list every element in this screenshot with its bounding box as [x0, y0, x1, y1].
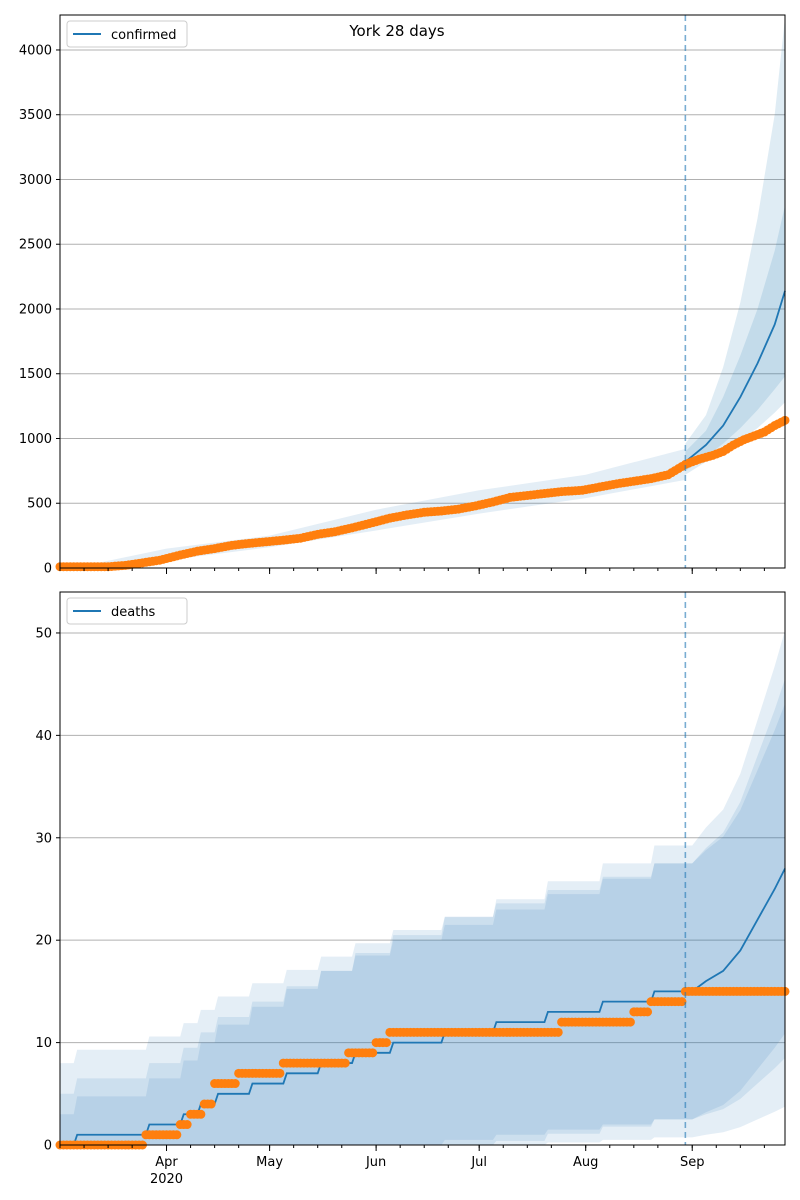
- y-tick-label: 50: [35, 626, 52, 641]
- y-tick-label: 0: [44, 562, 52, 577]
- y-tick-label: 3500: [19, 108, 52, 123]
- x-tick-label: Sep: [680, 1155, 705, 1170]
- confidence-band: [685, 205, 785, 471]
- x-tick-label: Jun: [365, 1155, 386, 1170]
- y-tick-label: 1500: [19, 367, 52, 382]
- observed-point: [206, 1099, 216, 1109]
- confidence-band: [60, 679, 785, 1145]
- observed-point: [381, 1038, 391, 1048]
- x-tick-label: Jul: [470, 1155, 487, 1170]
- deaths-panel: 0 10 20 30 40 50 Apr 2020 May Jun Jul Aug Sep deaths: [35, 591, 790, 1187]
- y-tick-label: 1000: [19, 432, 52, 447]
- observed-point: [182, 1120, 192, 1130]
- confidence-band: [60, 703, 785, 1145]
- x-tick-label: Apr: [155, 1155, 178, 1170]
- observed-point: [368, 1048, 378, 1058]
- y-tick-label: 2500: [19, 238, 52, 253]
- confidence-band: [60, 630, 785, 1145]
- y-tick-label: 10: [35, 1036, 52, 1051]
- confidence-band: [685, 17, 785, 475]
- y-tick-label: 0: [44, 1139, 52, 1154]
- y-tick-label: 40: [35, 729, 52, 744]
- observed-point: [196, 1109, 206, 1119]
- chart-title: York 28 days: [348, 22, 444, 40]
- confirmed-panel: York 28 days 0 500 1000 1500 2000 2500 3000 350…: [19, 14, 790, 577]
- y-tick-label: 500: [27, 497, 52, 512]
- x-tick-label: Aug: [573, 1155, 598, 1170]
- observed-point: [677, 997, 687, 1007]
- x-tick-label: May: [256, 1155, 283, 1170]
- axes-frame: [59, 591, 786, 1146]
- y-tick-label: 2000: [19, 302, 52, 317]
- y-tick-label: 3000: [19, 173, 52, 188]
- y-tick-label: 30: [35, 831, 52, 846]
- y-tick-label: 20: [35, 934, 52, 949]
- legend: deaths: [66, 597, 188, 625]
- confidence-band: [73, 448, 686, 568]
- legend-box: [66, 597, 188, 625]
- observed-point: [275, 1068, 285, 1078]
- legend-box: [66, 20, 188, 48]
- model-line: [684, 290, 786, 463]
- observed-point: [643, 1007, 653, 1017]
- x-tick-label: 2020: [150, 1172, 183, 1187]
- legend-label: deaths: [111, 605, 156, 620]
- axes-frame: [59, 14, 786, 569]
- observed-point: [625, 1017, 635, 1027]
- y-tick-label: 4000: [19, 43, 52, 58]
- legend-label: confirmed: [111, 28, 177, 43]
- observed-point: [553, 1027, 563, 1037]
- legend: confirmed: [66, 20, 188, 48]
- observed-point: [230, 1079, 240, 1089]
- observed-point: [172, 1130, 182, 1140]
- observed-point: [340, 1058, 350, 1068]
